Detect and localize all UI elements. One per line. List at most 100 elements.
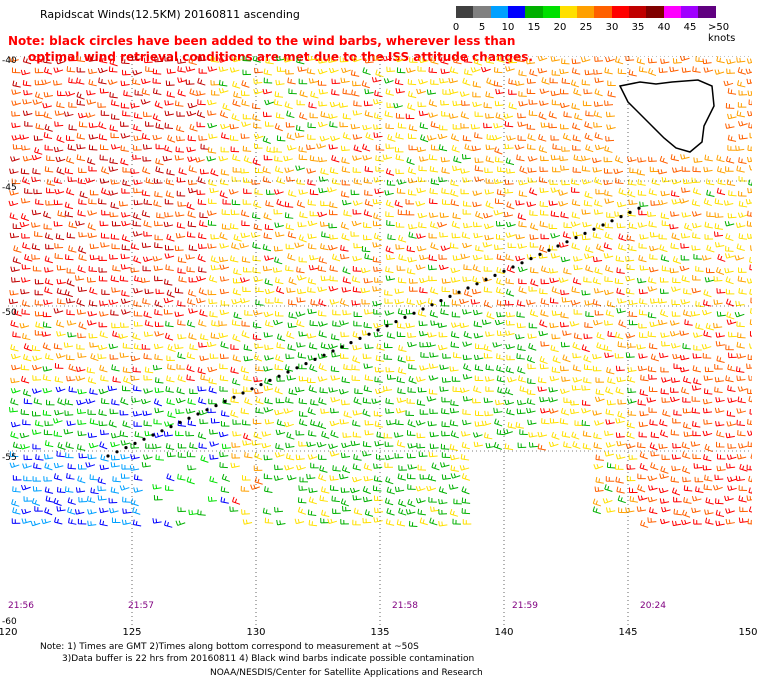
wind-barb — [264, 278, 273, 286]
wind-barb — [211, 320, 220, 327]
wind-barb — [228, 189, 239, 195]
wind-barb — [262, 88, 273, 95]
wind-barb — [573, 264, 583, 271]
wind-barb — [483, 266, 493, 272]
wind-barb — [10, 431, 19, 439]
wind-barb — [145, 177, 154, 185]
wind-barb — [441, 421, 450, 428]
wind-barb — [42, 409, 52, 416]
wind-barb — [77, 112, 88, 119]
wind-barb — [240, 407, 250, 415]
contamination-dot — [484, 278, 488, 282]
wind-barb — [407, 133, 417, 139]
wind-barb — [90, 487, 99, 495]
wind-barb — [288, 88, 297, 95]
wind-barb — [495, 88, 505, 95]
wind-barb — [99, 220, 109, 227]
wind-barb — [141, 343, 151, 350]
wind-barb — [53, 176, 63, 184]
wind-barb — [44, 486, 54, 494]
wind-barb — [592, 320, 603, 326]
wind-barb — [119, 485, 130, 491]
wind-barb — [515, 333, 525, 340]
pass-time-3: 21:58 — [392, 601, 418, 611]
wind-barb — [583, 88, 593, 95]
wind-barb — [244, 451, 253, 459]
wind-barb — [495, 233, 505, 240]
wind-barb — [549, 77, 559, 84]
wind-barb — [110, 441, 120, 448]
wind-barb — [10, 397, 19, 406]
wind-barb — [109, 507, 119, 514]
wind-barb — [460, 253, 471, 260]
wind-barb — [298, 189, 308, 195]
wind-barb — [275, 429, 286, 436]
wind-barb — [232, 277, 242, 284]
wind-barb — [451, 299, 461, 306]
wind-barb — [20, 288, 30, 295]
wind-barb — [120, 133, 131, 139]
wind-barb — [8, 200, 19, 207]
wind-barb — [736, 408, 747, 414]
wind-barb — [329, 475, 339, 481]
wind-barb — [738, 200, 748, 208]
wind-barb — [243, 355, 253, 362]
wind-barb — [647, 211, 657, 217]
wind-barb — [76, 298, 85, 307]
wind-barb — [418, 330, 429, 337]
wind-barb — [637, 365, 648, 372]
wind-barb — [473, 232, 483, 239]
wind-barb — [154, 321, 164, 327]
wind-barb — [332, 320, 341, 327]
wind-barb — [528, 110, 538, 116]
wind-barb — [328, 286, 339, 292]
wind-barb — [474, 176, 484, 182]
scale-color-10 — [629, 6, 647, 18]
wind-barb — [714, 363, 723, 370]
wind-barb — [426, 89, 437, 95]
wind-barb — [12, 486, 21, 493]
wind-barb — [594, 420, 604, 426]
wind-barb — [725, 166, 734, 172]
wind-barb — [374, 441, 384, 447]
wind-barb — [394, 199, 403, 208]
wind-barb — [307, 233, 317, 239]
wind-barb — [75, 487, 86, 493]
wind-barb — [552, 355, 561, 364]
wind-barb — [385, 211, 394, 218]
wind-barb — [209, 454, 219, 460]
wind-barb — [736, 110, 745, 118]
wind-barb — [295, 430, 305, 436]
wind-barb — [738, 190, 747, 197]
wind-barb — [241, 121, 251, 127]
wind-barb — [517, 121, 527, 128]
contamination-dot — [367, 332, 371, 336]
wind-barb — [715, 332, 725, 338]
wind-barb — [261, 442, 272, 449]
wind-barb — [497, 166, 506, 173]
wind-barb — [540, 309, 549, 317]
wind-barb — [562, 132, 572, 141]
wind-barb — [658, 443, 668, 450]
wind-barb — [120, 212, 131, 218]
contamination-dot — [268, 378, 272, 382]
wind-barb — [603, 253, 614, 259]
wind-barb — [373, 177, 384, 183]
wind-barb — [365, 132, 374, 141]
wind-barb — [298, 418, 308, 427]
wind-barb — [31, 498, 41, 506]
wind-barb — [164, 56, 174, 62]
wind-barb — [307, 199, 317, 206]
wind-barb — [186, 266, 195, 273]
wind-barb — [284, 465, 294, 471]
wind-barb — [298, 485, 308, 491]
wind-barb — [604, 189, 613, 197]
wind-barb — [31, 243, 41, 251]
wind-barb — [165, 190, 175, 199]
wind-barb — [186, 374, 195, 382]
wind-barb — [9, 212, 18, 220]
wind-barb — [515, 255, 525, 262]
wind-barb — [362, 517, 372, 524]
wind-barb — [438, 254, 448, 260]
wind-barb — [351, 275, 361, 283]
